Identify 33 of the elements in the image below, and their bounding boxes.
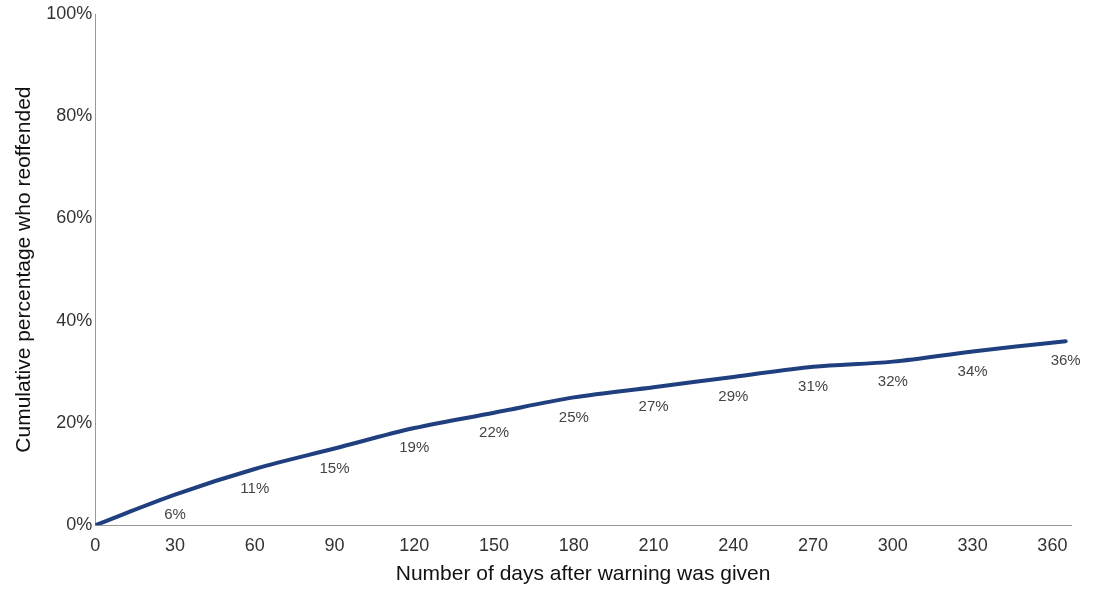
data-label: 29% [718,387,749,405]
x-tick-label: 360 [1037,534,1068,555]
data-label: 6% [164,504,186,522]
data-label: 25% [558,407,589,425]
y-tick-label: 40% [56,309,93,330]
x-tick-label: 120 [399,534,430,555]
y-tick-label: 60% [56,207,93,228]
data-label: 15% [319,458,350,476]
x-tick-label: 330 [957,534,988,555]
x-tick-label: 30 [164,534,186,555]
data-label: 36% [1050,351,1081,369]
data-label: 22% [479,422,510,440]
data-label: 31% [798,376,829,394]
x-tick-label: 180 [558,534,589,555]
x-axis-title: Number of days after warning was given [395,561,771,585]
x-tick-label: 90 [324,534,345,555]
x-tick-label: 300 [877,534,908,555]
data-label: 11% [240,479,270,497]
x-tick-label: 210 [638,534,669,555]
y-tick-label: 0% [66,514,93,535]
data-label: 34% [957,361,988,379]
x-tick-label: 150 [479,534,510,555]
y-tick-label: 80% [56,105,93,126]
y-tick-label: 100% [46,2,93,23]
y-axis-title: Cumulative percentage who reoffended [11,86,35,453]
x-tick-label: 0 [90,534,101,555]
data-label: 19% [399,438,430,456]
data-label: 32% [877,371,908,389]
data-label: 27% [638,397,669,415]
x-tick-label: 240 [718,534,749,555]
x-tick-label: 270 [798,534,829,555]
y-tick-label: 20% [56,411,93,432]
x-tick-label: 60 [244,534,265,555]
